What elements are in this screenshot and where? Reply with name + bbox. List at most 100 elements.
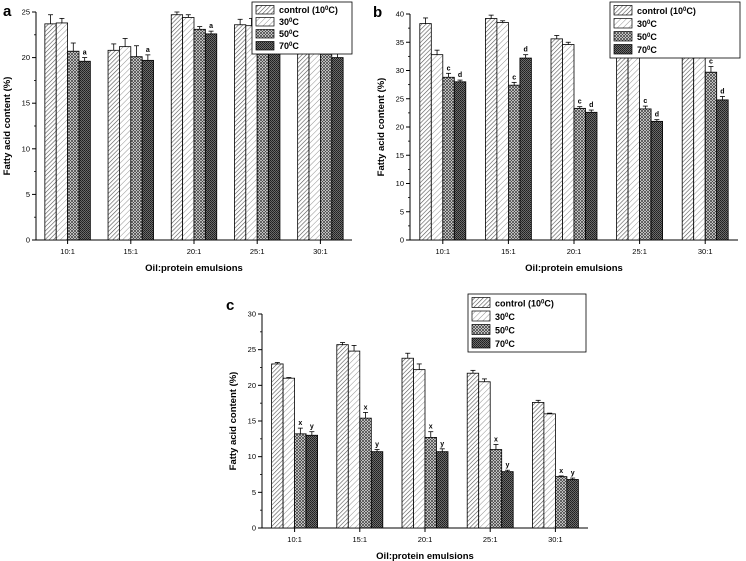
significance-label: y (440, 441, 444, 448)
bar-b-20-1-s3 (585, 111, 598, 241)
legend: control (100C) 300C 500C 700C (467, 293, 587, 353)
x-tick-label: 25:1 (250, 247, 265, 256)
y-tick-label: 25 (22, 8, 30, 17)
legend-swatch (255, 5, 275, 15)
bar-a-20-1-s0 (170, 14, 184, 241)
x-tick-label: 15:1 (352, 535, 367, 544)
legend-entry: 300C (279, 17, 299, 27)
legend-entry: control (100C) (637, 6, 696, 16)
legend-entry: 300C (637, 19, 657, 29)
bar-b-30-1-s3 (716, 99, 729, 241)
bar-a-10-1-s0 (44, 23, 57, 241)
y-tick-label: 20 (396, 123, 404, 132)
bar-c-25-1-s0 (466, 372, 480, 529)
bar-c-30-1-s2 (555, 476, 568, 529)
bar-b-10-1-s2 (442, 76, 455, 241)
bar-a-25-1-s1 (245, 25, 258, 241)
bar-c-10-1-s2 (294, 433, 307, 529)
bar-a-25-1-s2 (256, 42, 269, 241)
y-tick-label: 15 (396, 151, 404, 160)
x-tick-label: 20:1 (187, 247, 202, 256)
legend: control (100C) 300C 500C 700C (251, 1, 353, 55)
y-axis-title: Fatty acid content (%) (2, 77, 13, 176)
x-tick-label: 15:1 (501, 247, 516, 256)
bar-c-10-1-s1 (282, 377, 296, 529)
panel-label-c: c (226, 297, 234, 314)
bar-b-30-1-s0 (681, 36, 695, 241)
bar-a-25-1-s0 (234, 24, 247, 241)
bar-b-20-1-s2 (573, 107, 586, 241)
x-tick-label: 30:1 (698, 247, 713, 256)
bar-b-15-1-s2 (507, 84, 521, 241)
y-tick-label: 0 (252, 524, 256, 533)
y-tick-label: 35 (396, 38, 404, 47)
bar-a-20-1-s2 (193, 28, 206, 241)
significance-label: d (458, 72, 462, 79)
bar-c-30-1-s1 (543, 413, 556, 529)
significance-label: c (578, 99, 582, 106)
bar-a-30-1-s3 (331, 57, 344, 241)
x-tick-label: 15:1 (123, 247, 138, 256)
legend-entry: control (100C) (495, 299, 554, 309)
legend-swatch (255, 29, 275, 39)
x-tick-label: 10:1 (60, 247, 75, 256)
significance-label: y (375, 442, 379, 449)
bar-b-20-1-s1 (562, 44, 575, 241)
bar-a-15-1-s0 (107, 49, 120, 241)
significance-label: c (709, 59, 713, 66)
legend-entry: 700C (279, 41, 299, 51)
bar-c-15-1-s0 (336, 344, 349, 529)
bar-a-30-1-s2 (319, 39, 333, 241)
bar-b-10-1-s1 (430, 54, 444, 241)
bar-b-10-1-s0 (419, 23, 432, 241)
legend-swatch (255, 17, 275, 27)
y-tick-label: 10 (396, 179, 404, 188)
x-tick-label: 25:1 (632, 247, 647, 256)
bar-b-30-1-s1 (693, 44, 706, 241)
bar-c-30-1-s0 (532, 402, 545, 529)
bar-c-15-1-s2 (359, 417, 372, 529)
significance-label: a (209, 23, 213, 30)
bar-b-25-1-s0 (616, 38, 629, 241)
bar-a-10-1-s2 (67, 50, 80, 241)
legend: control (100C) 300C 500C 700C (609, 1, 741, 59)
legend-swatch (471, 324, 491, 335)
legend-entry: 500C (279, 29, 299, 39)
bar-c-25-1-s1 (478, 381, 491, 529)
bar-c-20-1-s3 (436, 451, 449, 529)
y-tick-label: 10 (248, 452, 256, 461)
legend-entry: 500C (637, 32, 657, 42)
legend-swatch (471, 310, 491, 322)
panel-a: a051015202510:115:120:125:130:1aaaaaOil:… (2, 1, 353, 274)
bar-c-10-1-s0 (271, 363, 284, 529)
legend-swatch (613, 5, 633, 16)
y-tick-label: 15 (248, 417, 256, 426)
legend-swatch (471, 337, 491, 349)
significance-label: x (364, 404, 368, 411)
panel-label-a: a (3, 3, 12, 20)
bar-c-25-1-s2 (489, 449, 503, 529)
significance-label: c (643, 98, 647, 105)
significance-label: x (559, 468, 563, 475)
bar-b-10-1-s3 (453, 81, 467, 241)
x-tick-label: 20:1 (418, 535, 433, 544)
legend-entry: 700C (637, 45, 657, 55)
legend-entry: control (100C) (279, 5, 338, 15)
y-tick-label: 40 (396, 10, 404, 19)
x-axis-title: Oil:protein emulsions (525, 263, 623, 274)
significance-label: c (512, 74, 516, 81)
bar-b-30-1-s2 (704, 71, 718, 241)
bar-a-15-1-s2 (130, 56, 143, 241)
x-tick-label: 20:1 (567, 247, 582, 256)
x-tick-label: 10:1 (287, 535, 302, 544)
significance-label: y (571, 470, 575, 477)
bar-a-15-1-s3 (141, 59, 154, 241)
significance-label: d (524, 47, 528, 54)
bar-b-25-1-s1 (627, 41, 640, 241)
legend-entry: 300C (495, 312, 515, 322)
bar-a-25-1-s3 (268, 40, 281, 241)
legend-swatch (613, 44, 633, 55)
y-axis-title: Fatty acid content (%) (228, 372, 239, 471)
bar-c-15-1-s3 (370, 451, 384, 529)
